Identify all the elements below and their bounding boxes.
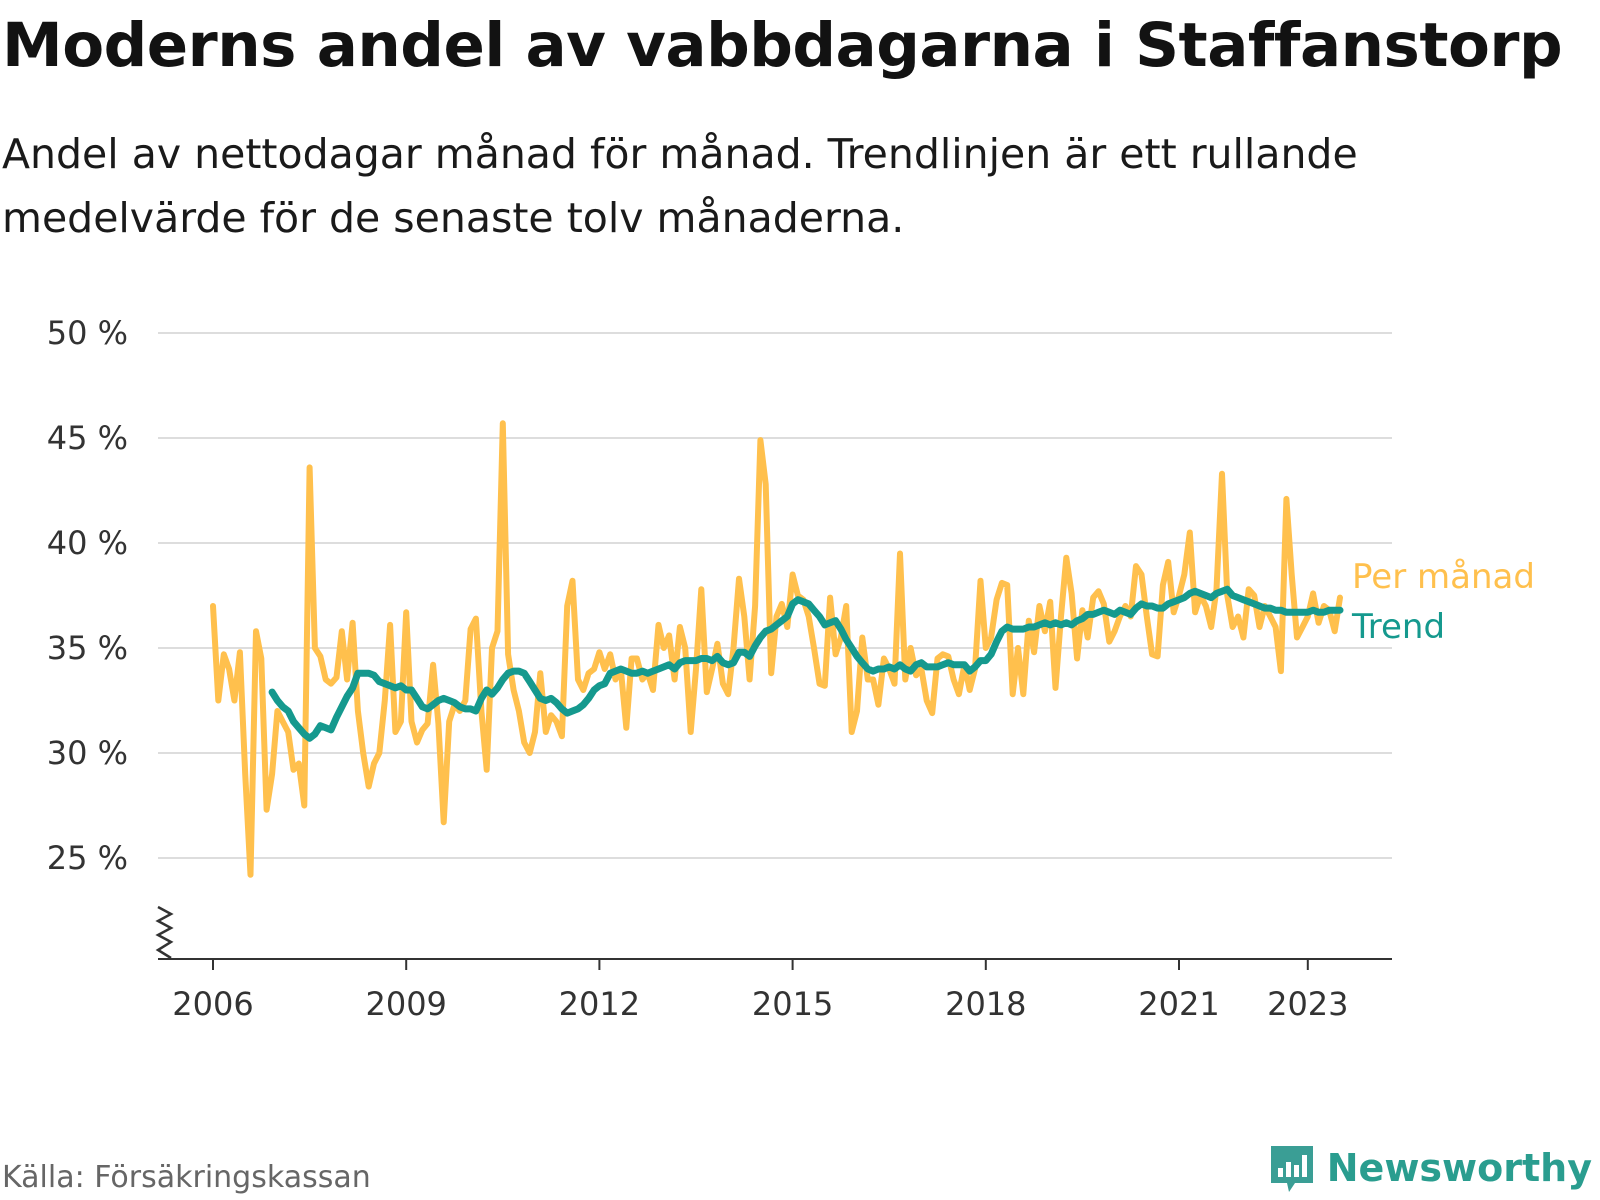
y-tick-label: 40 % (47, 524, 128, 562)
series-line-trend (268, 585, 1344, 742)
brand-name: Newsworthy (1326, 1146, 1592, 1190)
y-tick-label: 50 % (47, 314, 128, 352)
y-tick-label: 25 % (47, 839, 128, 877)
y-tick-label: 45 % (47, 419, 128, 457)
y-axis-break-icon (155, 905, 174, 960)
x-tick-label: 2009 (365, 985, 446, 1023)
legend: Per månad Trend (1351, 557, 1535, 647)
x-tick-label: 2023 (1267, 985, 1348, 1023)
y-tick-label: 35 % (47, 629, 128, 667)
x-tick-label: 2006 (172, 985, 253, 1023)
x-axis: 2006 2009 2012 2015 2018 2021 2023 (158, 958, 1392, 1023)
legend-label-trend: Trend (1351, 607, 1445, 647)
series-lines (210, 420, 1344, 878)
chart-subtitle: Andel av nettodagar månad för månad. Tre… (2, 130, 1358, 242)
source-note: Källa: Försäkringskassan (2, 1160, 371, 1195)
series-line-per-manad (210, 420, 1343, 878)
chart-title: Moderns andel av vabbdagarna i Staffanst… (2, 10, 1563, 81)
y-axis-ticks: 25 % 30 % 35 % 40 % 45 % 50 % (47, 314, 128, 877)
x-tick-label: 2021 (1138, 985, 1219, 1023)
newsworthy-logo-icon (1270, 1146, 1313, 1192)
axis-break-zigzag (155, 905, 174, 960)
legend-label-per-manad: Per månad (1352, 557, 1535, 597)
x-tick-label: 2015 (752, 985, 833, 1023)
x-tick-label: 2012 (559, 985, 640, 1023)
y-tick-label: 30 % (47, 734, 128, 772)
newsworthy-brand: Newsworthy (1267, 1143, 1592, 1193)
x-tick-label: 2018 (945, 985, 1026, 1023)
